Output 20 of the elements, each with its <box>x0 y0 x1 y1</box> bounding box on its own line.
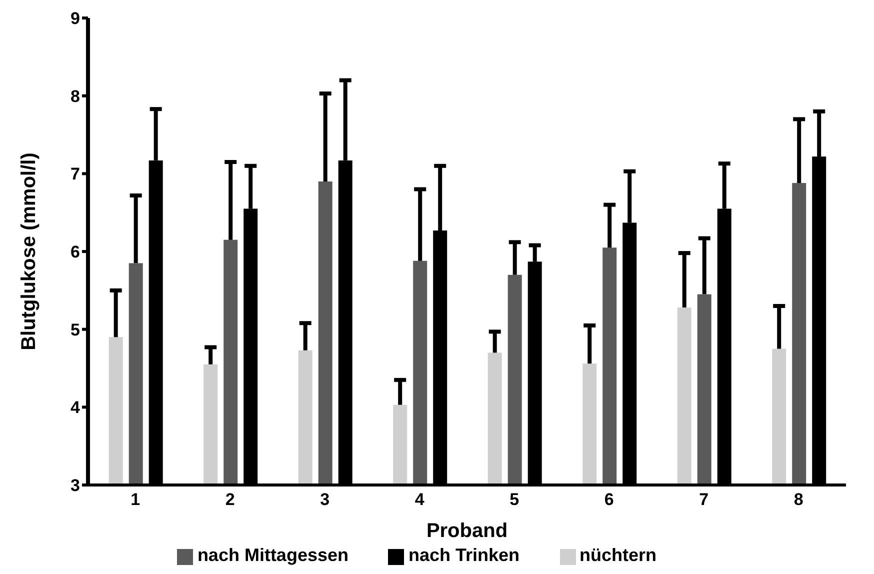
y-tick-label: 3 <box>70 476 80 496</box>
x-tick-label: 6 <box>604 490 614 510</box>
legend-label: nach Trinken <box>408 545 520 565</box>
legend-label: nüchtern <box>580 545 657 565</box>
x-tick-label: 7 <box>699 490 709 510</box>
x-axis-title: Proband <box>426 520 508 542</box>
y-tick-label: 8 <box>70 86 80 106</box>
y-tick-label: 5 <box>70 320 80 340</box>
y-tick-label: 7 <box>70 164 80 184</box>
x-tick-label: 1 <box>130 490 140 510</box>
x-tick-label: 2 <box>225 490 235 510</box>
x-tick-label: 3 <box>320 490 330 510</box>
y-axis-title: Blutglukose (mmol/l) <box>18 152 40 350</box>
y-tick-label: 9 <box>70 9 80 28</box>
y-tick-label: 6 <box>70 242 80 262</box>
legend-label: nach Mittagessen <box>197 545 348 565</box>
x-tick-label: 8 <box>794 490 804 510</box>
y-tick-label: 4 <box>70 398 81 418</box>
x-tick-label: 5 <box>510 490 520 510</box>
x-tick-label: 4 <box>414 490 425 510</box>
